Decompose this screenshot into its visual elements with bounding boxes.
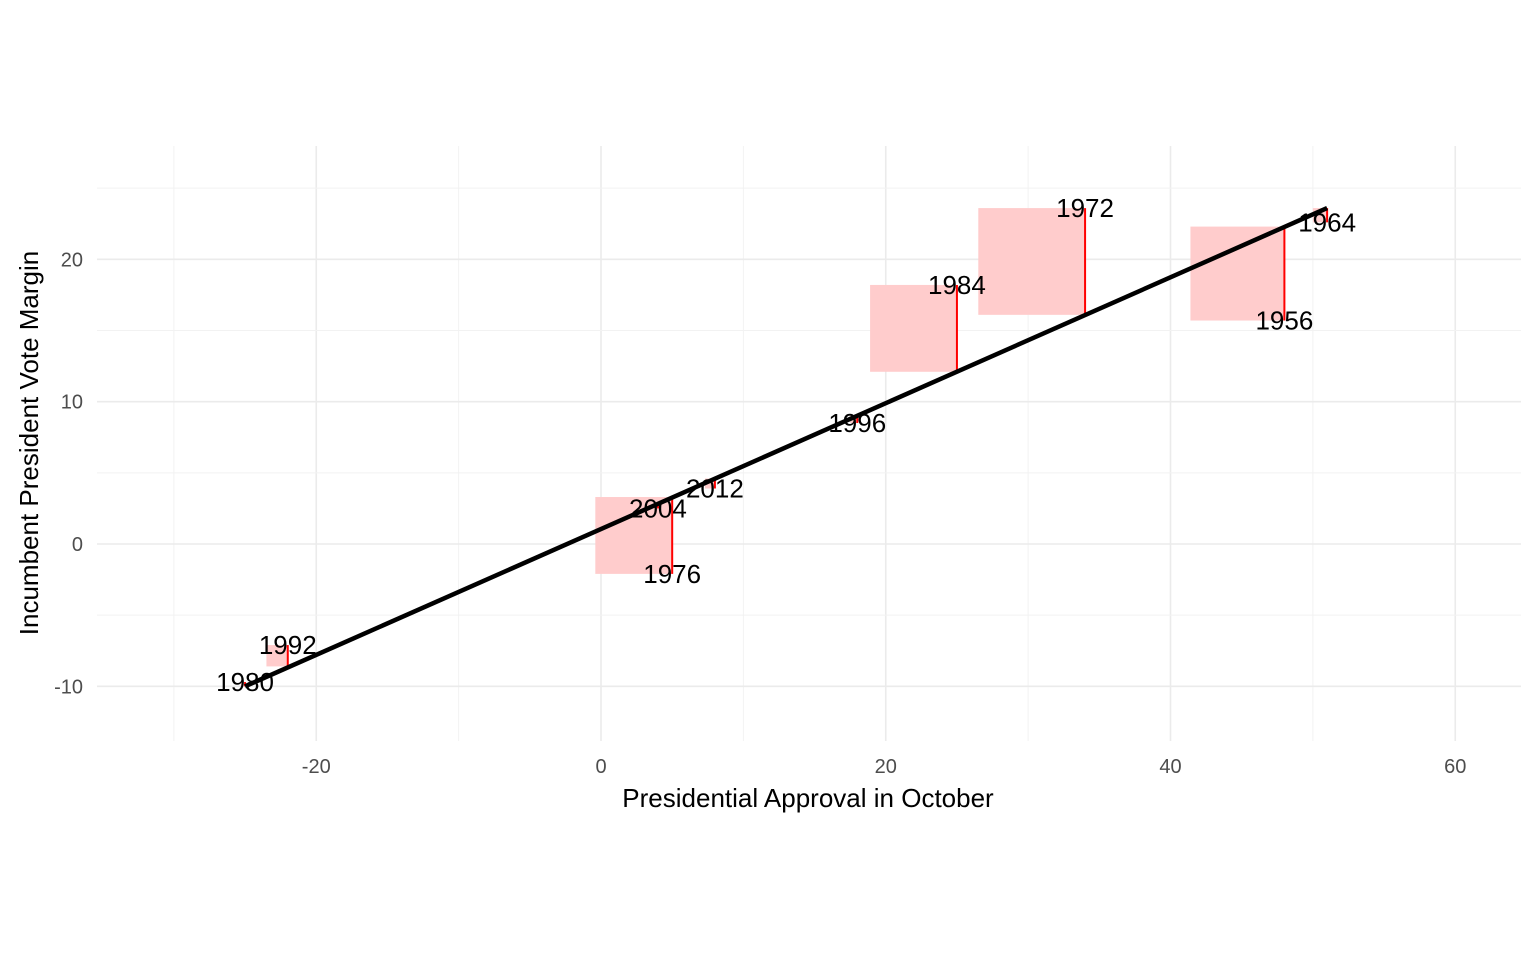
y-axis-title: Incumbent President Vote Margin <box>14 251 44 635</box>
point-label-2012: 2012 <box>686 473 744 503</box>
x-tick-label: 40 <box>1159 756 1181 778</box>
residual-lines <box>244 208 1329 687</box>
residual-square-1976 <box>595 497 673 574</box>
y-tick-label: 10 <box>61 392 83 414</box>
residual-squares <box>240 208 1328 687</box>
x-tick-label: 0 <box>595 756 606 778</box>
x-axis-title: Presidential Approval in October <box>622 783 994 813</box>
residual-square-1980 <box>240 682 246 687</box>
y-tick-label: 0 <box>72 534 83 556</box>
x-tick-label: 20 <box>875 756 897 778</box>
point-label-2004: 2004 <box>629 493 687 523</box>
point-label-1972: 1972 <box>1056 193 1114 223</box>
residual-square-1984 <box>870 284 957 372</box>
point-label-1976: 1976 <box>643 559 701 589</box>
fit-line <box>244 206 1329 689</box>
residual-square-2012 <box>704 478 715 489</box>
x-tick-label: -20 <box>302 756 331 778</box>
point-label-1992: 1992 <box>259 630 317 660</box>
point-label-1964: 1964 <box>1298 207 1356 237</box>
point-label-1956: 1956 <box>1255 306 1313 336</box>
residual-square-1992 <box>266 645 288 667</box>
residual-square-1972 <box>978 208 1086 315</box>
point-label-1980: 1980 <box>216 667 274 697</box>
point-label-1996: 1996 <box>828 408 886 438</box>
y-tick-label: -10 <box>54 676 83 698</box>
fit-line-group <box>244 206 1329 689</box>
point-label-1984: 1984 <box>928 270 986 300</box>
axis-ticks: -20 0 20 40 60 -10 0 10 20 <box>54 249 1466 778</box>
residual-square-1956 <box>1190 226 1285 321</box>
y-tick-label: 20 <box>61 249 83 271</box>
x-tick-label: 60 <box>1444 756 1466 778</box>
